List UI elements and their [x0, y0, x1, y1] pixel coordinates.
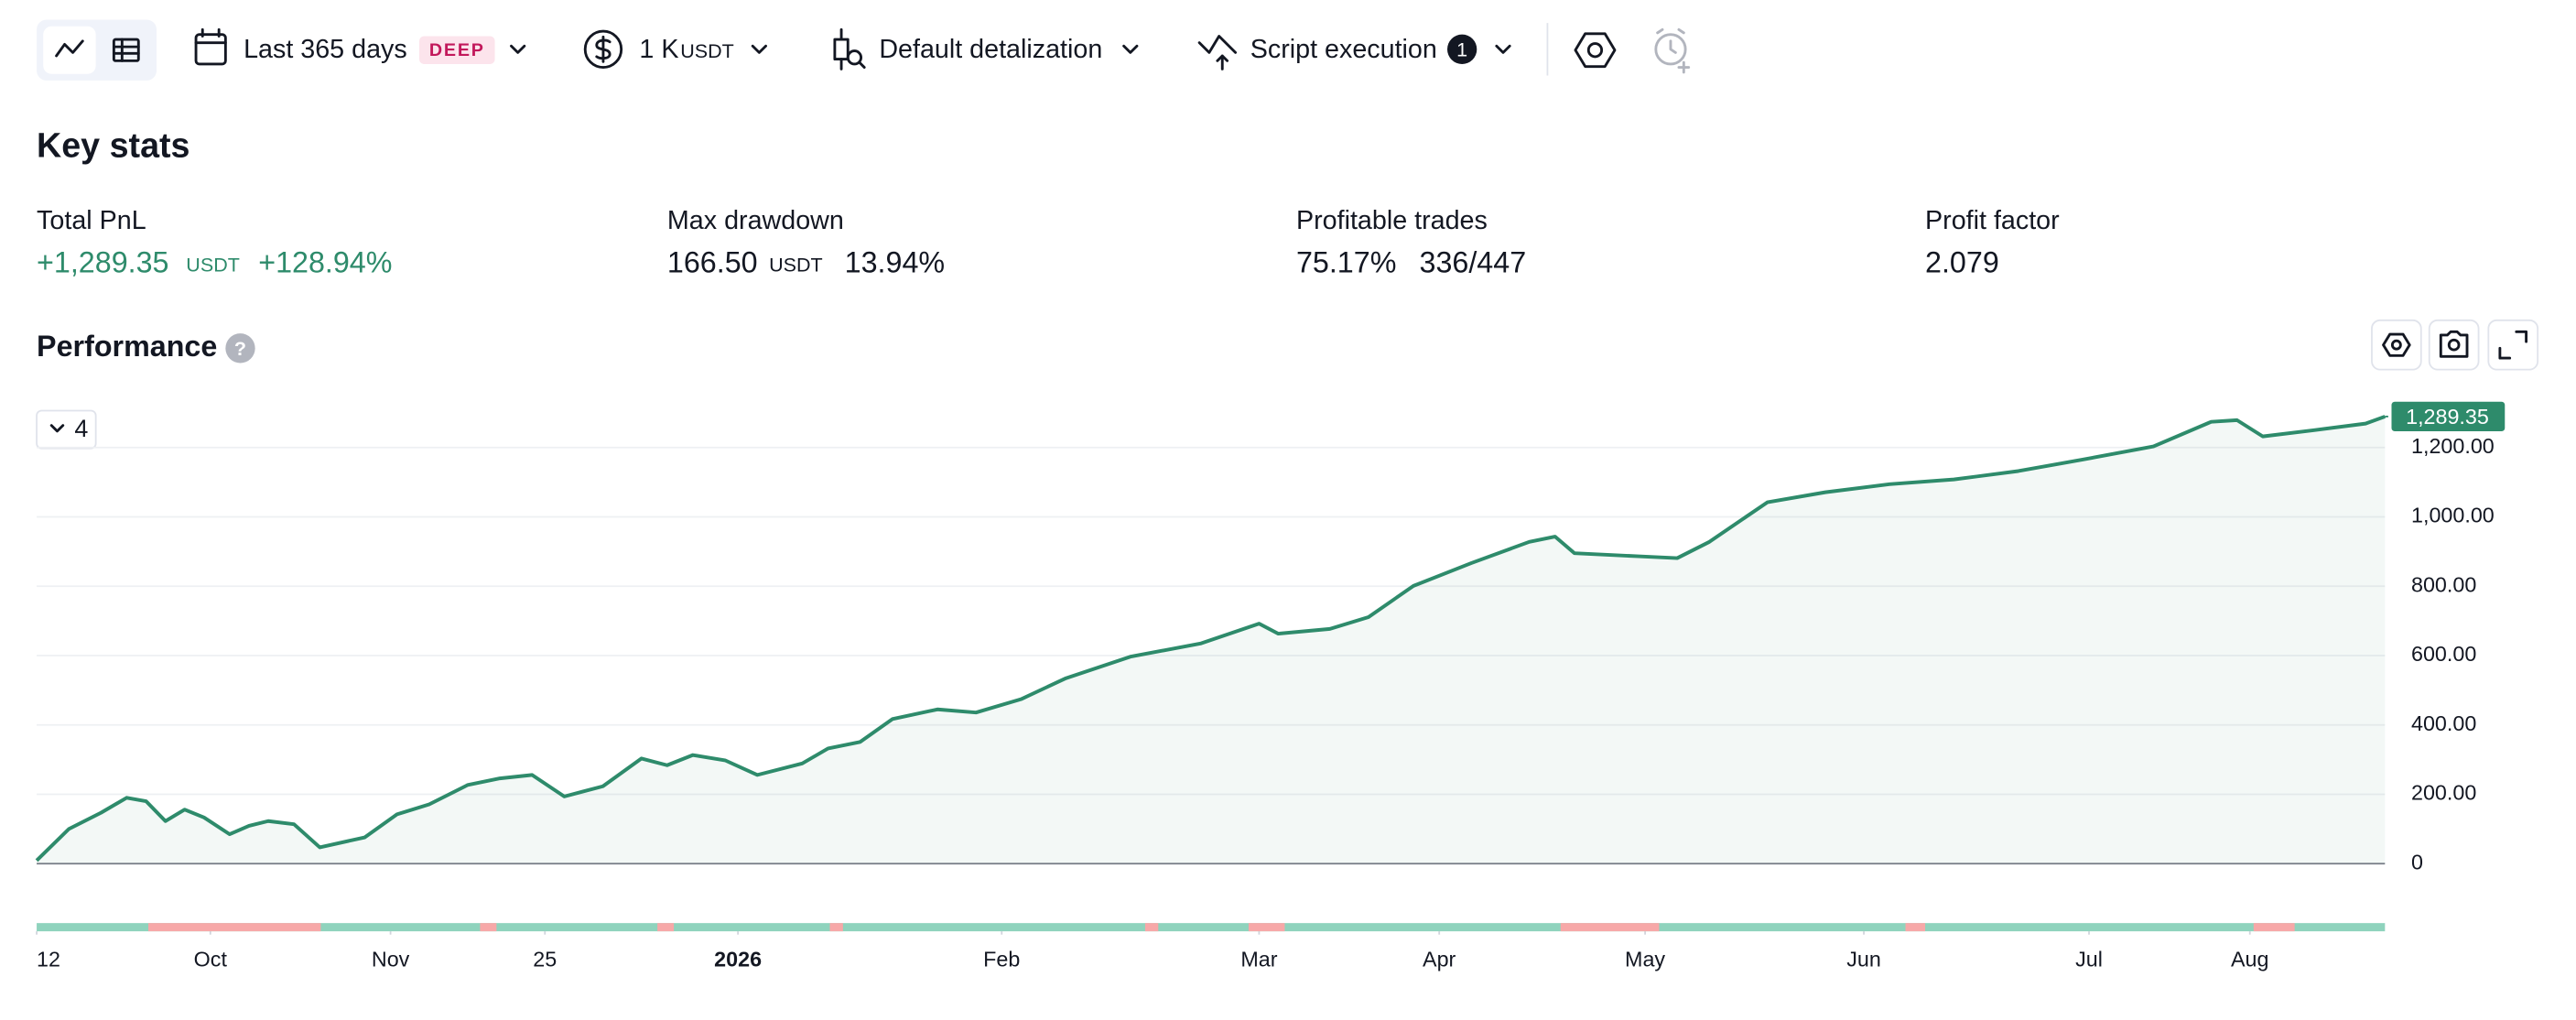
chevron[interactable] [1122, 44, 1139, 54]
chart-settings-button[interactable] [2371, 319, 2422, 371]
chart-icon [55, 39, 84, 58]
x-tick-label: May [1625, 948, 1665, 971]
capital-dropdown[interactable]: 1 K [639, 35, 678, 64]
y-tick-label: 1,000.00 [2411, 504, 2495, 527]
stat-extra: 13.94% [845, 245, 945, 278]
stat-value: 2.079 [1925, 245, 1999, 278]
section-title: Key stats [37, 125, 189, 164]
alert-button[interactable] [1654, 27, 1691, 74]
x-tick-label: Jun [1846, 948, 1881, 971]
stat-label: Max drawdown [667, 206, 844, 235]
stat-value: 75.17% [1296, 245, 1396, 278]
last-value-label: 1,289.35 [2406, 405, 2489, 429]
dollar-icon [583, 29, 623, 69]
snapshot-button[interactable] [2428, 319, 2480, 371]
stat-label: Total PnL [37, 206, 146, 235]
stat-label: Profit factor [1925, 206, 2060, 235]
count-badge: 1 [1456, 38, 1467, 60]
x-tick-label: 12 [37, 948, 60, 971]
y-tick-label: 200.00 [2411, 781, 2476, 805]
x-tick-label: Feb [983, 948, 1020, 971]
y-tick-label: 400.00 [2411, 711, 2476, 735]
performance-chart: 0 200.00 400.00 600.00 800.00 1,000.00 1,200.0… [35, 401, 2506, 971]
table-icon [112, 38, 140, 62]
x-tick-label: Apr [1423, 948, 1456, 971]
count-badge-bg [1447, 34, 1477, 64]
chevron[interactable] [1495, 44, 1511, 54]
trade-strip [37, 923, 2386, 932]
fullscreen-button[interactable] [2487, 319, 2539, 371]
y-tick-label: 600.00 [2411, 642, 2476, 666]
deep-badge-bg [419, 36, 495, 64]
x-tick-label: Aug [2231, 948, 2268, 971]
y-tick-label: 1,200.00 [2411, 434, 2495, 458]
x-tick-label: Nov [372, 948, 410, 971]
deep-badge: DEEP [429, 40, 485, 60]
chevron[interactable] [751, 44, 767, 54]
detalization-dropdown[interactable]: Default detalization [879, 35, 1102, 64]
stat-extra: +128.94% [258, 245, 392, 278]
y-tick-label: 0 [2411, 850, 2423, 874]
stat-unit: USDT [769, 254, 823, 276]
chevron[interactable] [510, 44, 526, 54]
chevron [49, 424, 65, 433]
detalization-icon [833, 27, 866, 71]
calendar-icon [194, 27, 227, 66]
period-dropdown[interactable]: Last 365 days [244, 35, 407, 64]
script-icon [1197, 35, 1238, 71]
x-tick-label: 2026 [714, 948, 762, 971]
capital-unit: USDT [680, 40, 734, 62]
section-title: Performance [37, 330, 217, 363]
x-tick-label: 25 [533, 948, 557, 971]
stat-unit: USDT [186, 254, 240, 276]
stat-extra: 336/447 [1420, 245, 1527, 278]
equity-line [35, 415, 2386, 863]
help-icon[interactable] [225, 333, 255, 364]
series-toggle[interactable] [36, 409, 97, 450]
x-tick-label: Oct [194, 948, 228, 971]
y-tick-label: 800.00 [2411, 572, 2476, 596]
last-value-badge [2391, 401, 2506, 432]
x-tick-label: Jul [2075, 948, 2103, 971]
x-tick-label: Mar [1240, 948, 1277, 971]
stat-value: +1,289.35 [37, 245, 168, 278]
settings-button[interactable] [1574, 32, 1617, 69]
script-dropdown[interactable]: Script execution [1250, 35, 1437, 64]
stat-label: Profitable trades [1296, 206, 1488, 235]
stat-value: 166.50 [667, 245, 758, 278]
series-count: 4 [74, 415, 88, 442]
help-mark: ? [234, 338, 246, 360]
